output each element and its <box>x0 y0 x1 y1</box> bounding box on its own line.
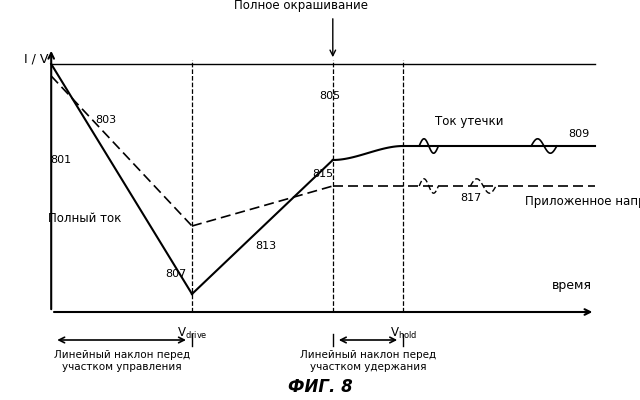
Text: I / V: I / V <box>24 52 48 65</box>
Text: Приложенное напряжение: Приложенное напряжение <box>525 196 640 208</box>
Text: Ток утечки: Ток утечки <box>435 116 504 128</box>
Text: 801: 801 <box>50 155 72 165</box>
Text: V$_{\rm hold}$: V$_{\rm hold}$ <box>390 326 417 341</box>
Text: Полный ток: Полный ток <box>48 212 122 224</box>
Text: 817: 817 <box>460 193 481 203</box>
Text: 807: 807 <box>165 269 187 279</box>
Text: 815: 815 <box>312 169 334 179</box>
Text: 803: 803 <box>95 115 116 125</box>
Text: время: время <box>552 279 592 292</box>
Text: Полное окрашивание: Полное окрашивание <box>234 0 368 12</box>
Text: ФИГ. 8: ФИГ. 8 <box>287 378 353 396</box>
Text: V$_{\rm drive}$: V$_{\rm drive}$ <box>177 326 207 341</box>
Text: Линейный наклон перед
участком управления: Линейный наклон перед участком управлени… <box>54 350 189 372</box>
Text: 809: 809 <box>568 129 590 139</box>
Text: 813: 813 <box>255 241 276 251</box>
Text: 805: 805 <box>319 91 340 101</box>
Text: Линейный наклон перед
участком удержания: Линейный наклон перед участком удержания <box>300 350 436 372</box>
